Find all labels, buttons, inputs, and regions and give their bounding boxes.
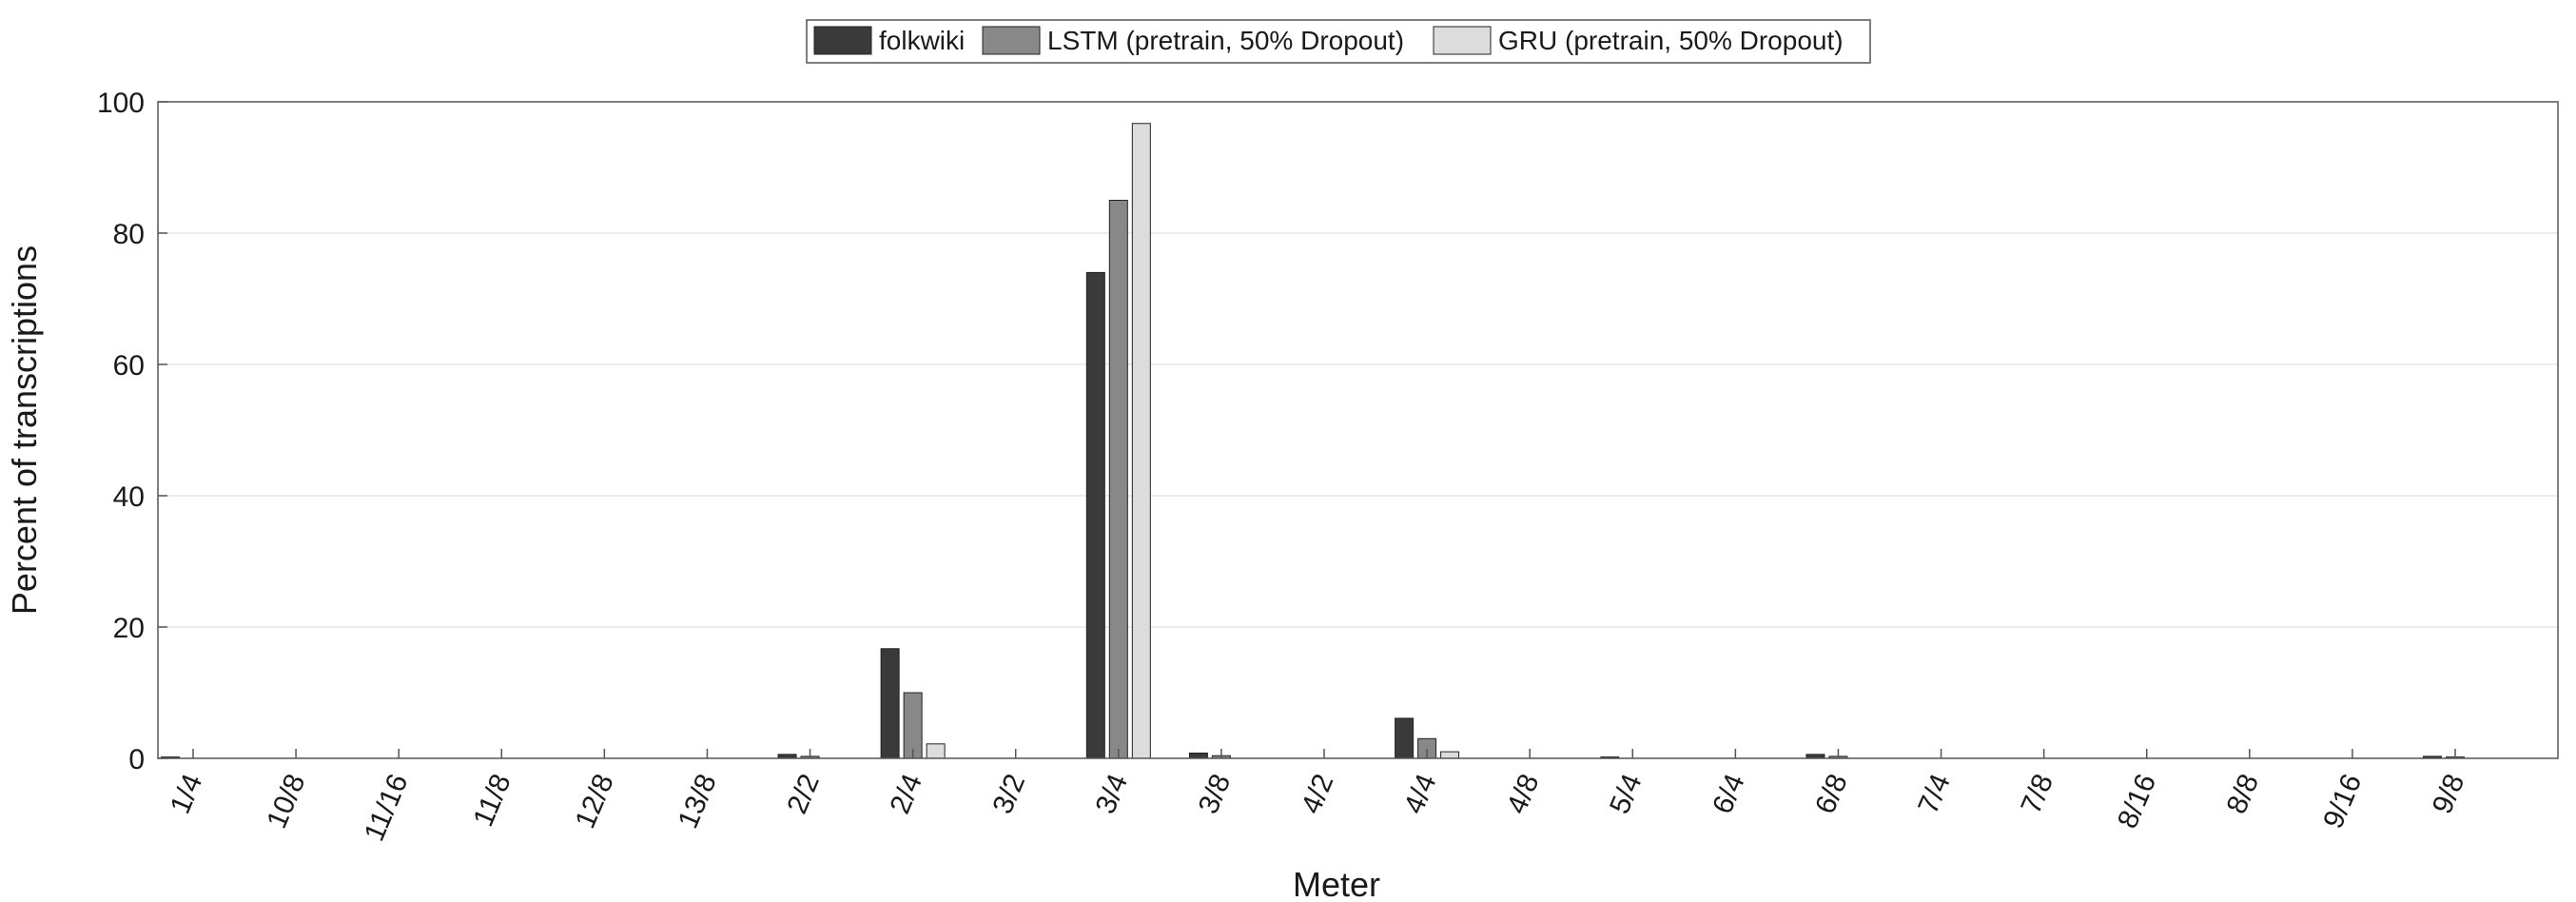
x-tick-label: 4/2 <box>1296 770 1340 818</box>
x-tick-label: 6/8 <box>1809 770 1854 818</box>
gridlines <box>158 232 2558 628</box>
bar-lstm-2-4 <box>903 692 923 759</box>
x-tick-label: 1/4 <box>165 770 209 818</box>
bar-gru-3-4 <box>1131 123 1151 759</box>
x-tick-label: 2/2 <box>781 770 826 818</box>
x-axis-label: Meter <box>1293 865 1380 902</box>
bar-gru-2-4 <box>926 743 946 759</box>
x-tick-label: 5/4 <box>1604 770 1649 818</box>
legend-swatch-folkwiki <box>813 26 872 55</box>
y-tick-label: 0 <box>128 744 145 775</box>
legend-label-gru: GRU (pretrain, 50% Dropout) <box>1498 26 1844 55</box>
x-tick-label: 12/8 <box>570 770 620 833</box>
bars <box>161 123 2465 759</box>
y-tick-label: 100 <box>97 88 145 119</box>
y-axis-label: Percent of transcriptions <box>5 245 44 615</box>
y-tick-label: 80 <box>113 219 145 250</box>
x-tick-label: 11/8 <box>467 770 517 832</box>
x-tick-label: 9/16 <box>2317 770 2368 833</box>
x-tick-label: 2/4 <box>884 770 928 818</box>
bar-folkwiki-3-4 <box>1085 271 1105 759</box>
x-tick-label: 9/8 <box>2427 770 2471 818</box>
x-tick-label: 10/8 <box>261 770 311 833</box>
bar-folkwiki-3-8 <box>1188 752 1208 759</box>
plot-frame <box>157 101 2559 759</box>
x-tick-label: 7/4 <box>1912 770 1957 818</box>
bar-lstm-3-4 <box>1108 200 1128 759</box>
bar-gru-4-4 <box>1440 751 1460 759</box>
x-tick-label: 3/2 <box>986 770 1031 818</box>
x-ticks: 1/4 10/8 11/16 11/8 12/8 13/8 2/2 2/4 3/2 3/4 3/8 4… <box>165 749 2471 846</box>
bar-folkwiki-4-4 <box>1395 717 1415 759</box>
legend-swatch-gru <box>1433 26 1492 55</box>
legend: folkwiki LSTM (pretrain, 50% Dropout) GR… <box>806 19 1871 64</box>
x-tick-label: 8/8 <box>2221 770 2266 818</box>
x-tick-label: 3/4 <box>1090 770 1135 818</box>
x-tick-label: 13/8 <box>673 770 723 833</box>
bar-folkwiki-2-4 <box>880 648 900 759</box>
legend-swatch-lstm <box>982 26 1041 55</box>
y-ticks: 0 20 40 60 80 100 <box>97 88 167 775</box>
legend-label-folkwiki: folkwiki <box>879 26 965 55</box>
x-tick-label: 4/4 <box>1398 770 1443 818</box>
x-tick-label: 8/16 <box>2112 770 2162 833</box>
x-tick-label: 6/4 <box>1707 770 1751 818</box>
legend-label-lstm: LSTM (pretrain, 50% Dropout) <box>1047 26 1404 55</box>
x-tick-label: 7/8 <box>2015 770 2059 818</box>
x-tick-label: 3/8 <box>1193 770 1238 818</box>
y-tick-label: 40 <box>113 481 145 513</box>
x-tick-label: 4/8 <box>1501 770 1546 818</box>
y-tick-label: 60 <box>113 350 145 382</box>
y-tick-label: 20 <box>113 613 145 644</box>
x-tick-label: 11/16 <box>359 770 415 846</box>
